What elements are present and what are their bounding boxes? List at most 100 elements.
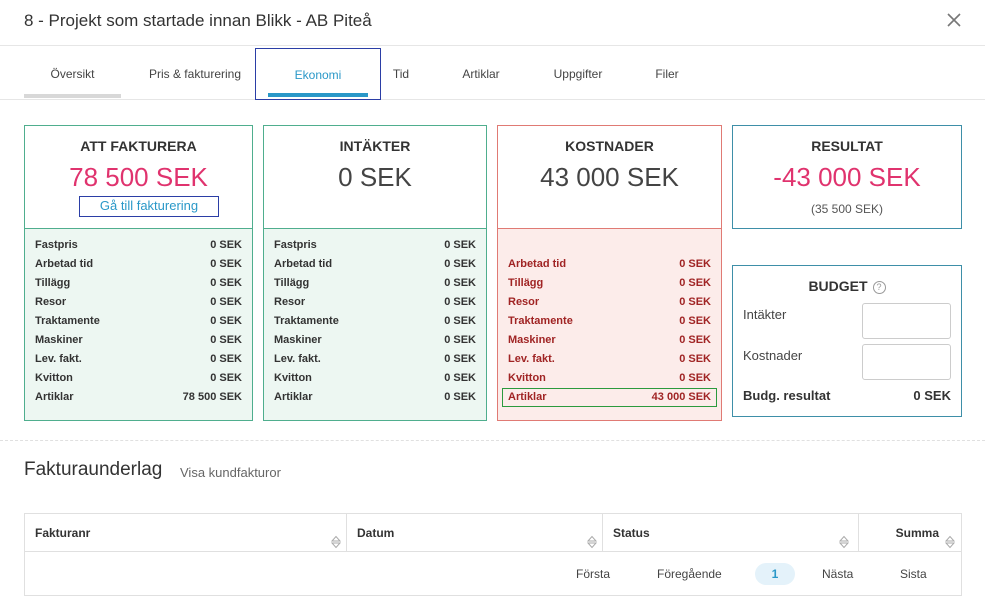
column-label: Datum (357, 526, 395, 540)
pager-previous-button[interactable]: Föregående (657, 567, 722, 581)
breakdown-value: 43 000 SEK (651, 391, 711, 403)
breakdown-label: Kvitton (35, 372, 73, 384)
breakdown-row: Lev. fakt. 0 SEK (274, 350, 476, 369)
budget-intakter-input[interactable] (862, 303, 951, 339)
breakdown-label: Traktamente (274, 315, 339, 327)
breakdown-label: Traktamente (508, 315, 573, 327)
breakdown-value: 0 SEK (210, 353, 242, 365)
card-title: ATT FAKTURERA (80, 138, 197, 154)
breakdown-row: Maskiner 0 SEK (35, 331, 242, 350)
breakdown-label: Artiklar (508, 391, 547, 403)
card-amount: 78 500 SEK (69, 162, 208, 192)
breakdown-label: Fastpris (274, 239, 317, 251)
breakdown-row: Arbetad tid 0 SEK (274, 255, 476, 274)
card-subamount: (35 500 SEK) (810, 202, 884, 216)
column-label: Status (613, 526, 650, 540)
breakdown-label: Lev. fakt. (274, 353, 321, 365)
column-header-summa[interactable]: Summa (859, 514, 961, 552)
breakdown-value: 0 SEK (210, 277, 242, 289)
sort-icon (586, 526, 598, 549)
dialog-header: 8 - Projekt som startade innan Blikk - A… (0, 0, 985, 46)
budget-result-value: 0 SEK (913, 388, 951, 403)
breakdown-row: Kvitton 0 SEK (508, 369, 711, 388)
budget-title-text: BUDGET (808, 278, 868, 294)
budget-kostnader-input[interactable] (862, 344, 951, 380)
tab-uppgifter[interactable]: Uppgifter (540, 48, 616, 100)
pager-next-button[interactable]: Nästa (822, 567, 854, 581)
breakdown-value: 0 SEK (210, 239, 242, 251)
resultat-card: RESULTAT -43 000 SEK (35 500 SEK) (732, 125, 962, 229)
breakdown-row: Lev. fakt. 0 SEK (35, 350, 242, 369)
tab-underline (24, 94, 121, 98)
budget-title: BUDGET? (733, 278, 961, 294)
breakdown-row: Tillägg 0 SEK (508, 274, 711, 293)
column-label: Summa (895, 526, 939, 540)
breakdown-label: Fastpris (35, 239, 78, 251)
breakdown-row: Artiklar 43 000 SEK (508, 388, 711, 407)
sort-icon (838, 526, 850, 549)
tab-label: Ekonomi (294, 68, 342, 82)
breakdown-list: Fastpris 0 SEK Arbetad tid 0 SEK Tillägg 0 SE… (25, 228, 252, 420)
breakdown-label: Artiklar (274, 391, 313, 403)
breakdown-row: Traktamente 0 SEK (35, 312, 242, 331)
column-header-fakturanr[interactable]: Fakturanr (25, 514, 347, 552)
breakdown-row: Traktamente 0 SEK (508, 312, 711, 331)
tab-bar: Översikt Pris & fakturering Ekonomi Tid … (0, 48, 985, 100)
fakturaunderlag-table: Fakturanr Datum Status Summa Första Före… (24, 513, 962, 596)
section-divider (0, 440, 985, 441)
budget-intakter-label: Intäkter (743, 307, 787, 322)
breakdown-row: Resor 0 SEK (35, 293, 242, 312)
help-icon[interactable]: ? (872, 281, 886, 294)
tab-label: Uppgifter (553, 67, 603, 81)
column-header-status[interactable]: Status (603, 514, 859, 552)
breakdown-row: Artiklar 0 SEK (274, 388, 476, 407)
breakdown-value: 0 SEK (210, 334, 242, 346)
pager-last-button[interactable]: Sista (900, 567, 927, 581)
breakdown-row: Resor 0 SEK (508, 293, 711, 312)
breakdown-label: Lev. fakt. (35, 353, 82, 365)
card-title: RESULTAT (811, 138, 883, 154)
ga-till-fakturering-link[interactable]: Gå till fakturering (79, 196, 219, 217)
breakdown-value: 0 SEK (210, 296, 242, 308)
breakdown-label: Maskiner (508, 334, 556, 346)
breakdown-value: 0 SEK (444, 315, 476, 327)
breakdown-value: 0 SEK (210, 315, 242, 327)
card-title: INTÄKTER (339, 138, 411, 154)
tab-tid[interactable]: Tid (385, 48, 417, 100)
intakter-card: INTÄKTER 0 SEK Fastpris 0 SEK Arbetad tid 0… (263, 125, 487, 421)
tab-label: Artiklar (462, 67, 500, 81)
breakdown-row: Tillägg 0 SEK (35, 274, 242, 293)
breakdown-value: 0 SEK (679, 296, 711, 308)
card-amount: -43 000 SEK (773, 162, 921, 192)
pagination: Första Föregående 1 Nästa Sista (25, 553, 961, 596)
selected-row-highlight (502, 388, 717, 407)
breakdown-value: 0 SEK (679, 258, 711, 270)
tab-pris-fakturering[interactable]: Pris & fakturering (140, 48, 250, 100)
breakdown-label: Resor (508, 296, 540, 308)
tab-label: Tid (392, 67, 410, 81)
tab-ekonomi[interactable]: Ekonomi (255, 48, 381, 100)
pager-first-button[interactable]: Första (576, 567, 611, 581)
table-header: Fakturanr Datum Status Summa (25, 514, 961, 552)
tab-oversikt[interactable]: Översikt (24, 48, 121, 100)
pager-current-page[interactable]: 1 (755, 563, 795, 585)
breakdown-row: Fastpris 0 SEK (35, 236, 242, 255)
breakdown-value: 0 SEK (444, 277, 476, 289)
breakdown-row: Fastpris 0 SEK (274, 236, 476, 255)
breakdown-row: Kvitton 0 SEK (274, 369, 476, 388)
breakdown-row: Kvitton 0 SEK (35, 369, 242, 388)
breakdown-value: 0 SEK (679, 353, 711, 365)
tab-artiklar[interactable]: Artiklar (452, 48, 510, 100)
column-label: Fakturanr (35, 526, 91, 540)
breakdown-label: Arbetad tid (35, 258, 94, 270)
att-fakturera-card: ATT FAKTURERA 78 500 SEK Gå till fakture… (24, 125, 253, 421)
breakdown-row: Lev. fakt. 0 SEK (508, 350, 711, 369)
column-header-datum[interactable]: Datum (347, 514, 603, 552)
breakdown-label: Maskiner (35, 334, 83, 346)
breakdown-list: Fastpris 0 SEK Arbetad tid 0 SEK Tillägg 0 SE… (264, 228, 486, 420)
breakdown-row: Maskiner 0 SEK (274, 331, 476, 350)
visa-kundfakturor-link[interactable]: Visa kundfakturor (180, 465, 281, 480)
tab-filer[interactable]: Filer (645, 48, 689, 100)
close-icon[interactable] (943, 9, 965, 31)
breakdown-value: 0 SEK (679, 277, 711, 289)
